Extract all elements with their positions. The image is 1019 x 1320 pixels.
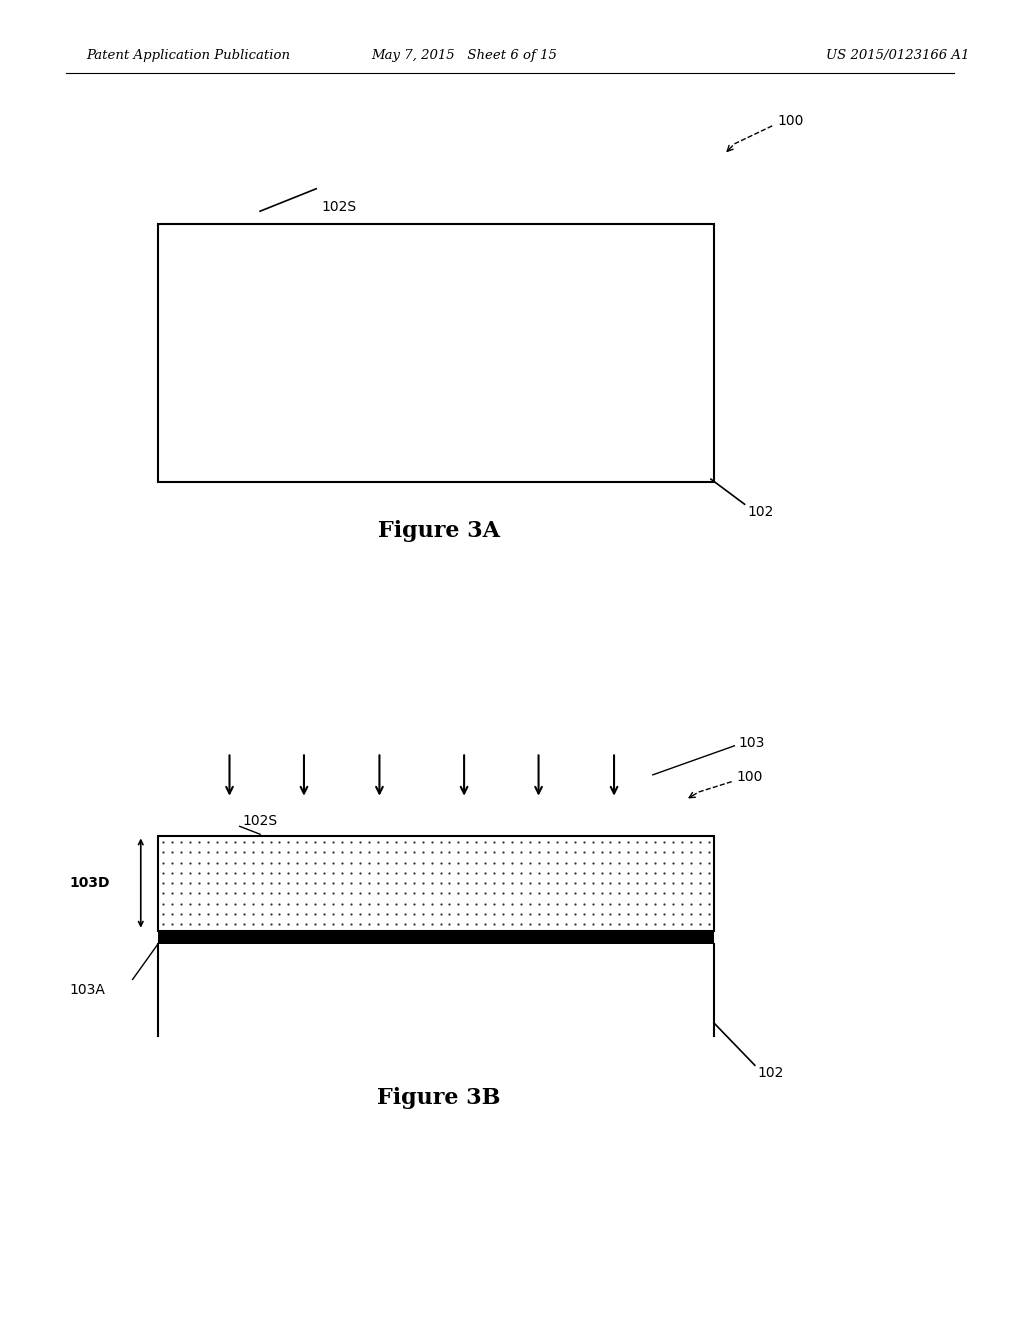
Text: 102S: 102S <box>243 814 277 828</box>
Bar <box>158 836 713 931</box>
Bar <box>158 224 713 482</box>
Text: 102: 102 <box>757 1067 784 1080</box>
Text: Figure 3B: Figure 3B <box>376 1088 500 1109</box>
Bar <box>158 931 713 944</box>
Text: US 2015/0123166 A1: US 2015/0123166 A1 <box>825 49 968 62</box>
Text: 100: 100 <box>776 115 803 128</box>
Text: Figure 3A: Figure 3A <box>377 520 499 541</box>
Text: 102S: 102S <box>321 201 356 214</box>
Text: 100: 100 <box>736 771 762 784</box>
Text: Patent Application Publication: Patent Application Publication <box>87 49 290 62</box>
Text: 103: 103 <box>738 737 764 750</box>
Text: 103D: 103D <box>69 876 110 890</box>
Text: 103A: 103A <box>69 983 105 997</box>
Text: May 7, 2015   Sheet 6 of 15: May 7, 2015 Sheet 6 of 15 <box>371 49 556 62</box>
Text: 102: 102 <box>747 506 773 519</box>
